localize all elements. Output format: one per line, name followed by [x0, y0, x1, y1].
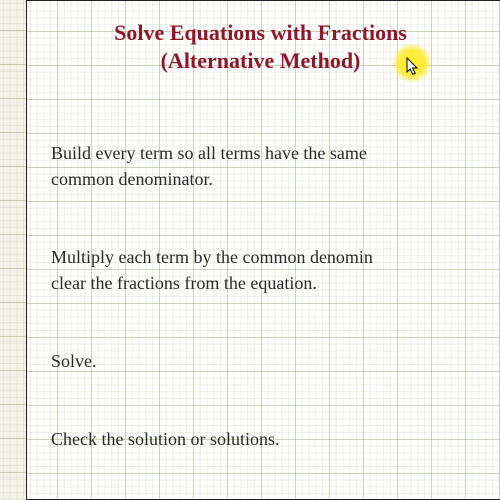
body-paragraphs: Build every term so all terms have the s… — [51, 140, 500, 453]
paragraph-line: clear the fractions from the equation. — [51, 273, 317, 293]
paragraph: Check the solution or solutions. — [51, 426, 500, 452]
title-line-2: (Alternative Method) — [161, 47, 361, 75]
paragraph-line: Solve. — [51, 351, 97, 371]
page-title: Solve Equations with Fractions (Alternat… — [51, 19, 500, 74]
paragraph: Solve. — [51, 348, 500, 374]
paragraph-line: Build every term so all terms have the s… — [51, 143, 367, 163]
page-container: Solve Equations with Fractions (Alternat… — [26, 0, 500, 500]
paragraph: Multiply each term by the common denomin… — [51, 244, 500, 296]
paragraph-line: Check the solution or solutions. — [51, 429, 280, 449]
content-area: Solve Equations with Fractions (Alternat… — [51, 19, 500, 453]
title-line-1: Solve Equations with Fractions — [51, 19, 470, 47]
paragraph-line: Multiply each term by the common denomin — [51, 247, 373, 267]
paragraph: Build every term so all terms have the s… — [51, 140, 500, 192]
paragraph-line: common denominator. — [51, 169, 213, 189]
